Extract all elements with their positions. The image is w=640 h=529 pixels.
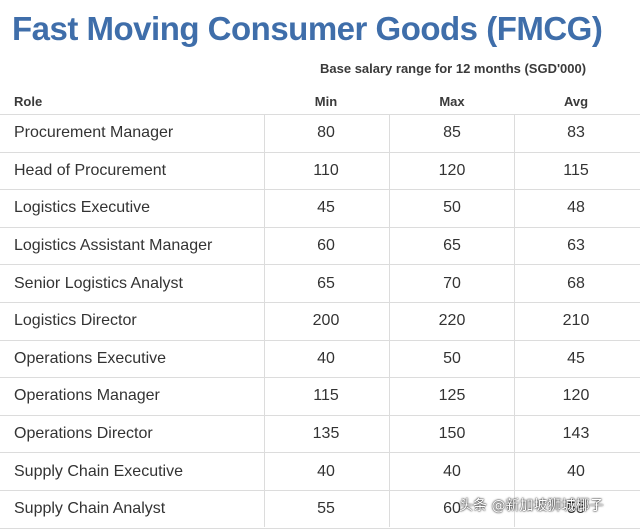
max-cell: 60	[443, 500, 461, 518]
max-cell: 85	[443, 124, 461, 142]
max-cell: 120	[438, 161, 466, 179]
role-cell: Logistics Director	[14, 312, 137, 330]
salary-table: Role Min Max Avg Procurement Manager 80 85…	[0, 84, 640, 529]
table-row: Senior Logistics Analyst 65 70 68	[0, 265, 640, 303]
column-divider	[514, 115, 515, 527]
table-header-row: Role Min Max Avg	[0, 84, 640, 115]
min-cell: 60	[317, 237, 335, 255]
max-cell: 50	[443, 199, 461, 217]
watermark: 头条 @新加坡狮城椰子	[459, 498, 604, 514]
table-row: Operations Director 135 150 143	[0, 416, 640, 454]
avg-cell: 83	[567, 124, 585, 142]
role-cell: Head of Procurement	[14, 161, 167, 179]
role-cell: Operations Director	[14, 425, 153, 443]
avg-cell: 210	[562, 312, 590, 330]
table-body: Procurement Manager 80 85 83 Head of Procure…	[0, 115, 640, 529]
max-cell: 150	[438, 425, 466, 443]
avg-cell: 45	[567, 349, 585, 367]
min-cell: 80	[317, 124, 335, 142]
role-cell: Logistics Executive	[14, 199, 151, 217]
avg-cell: 63	[567, 237, 585, 255]
avg-cell: 48	[567, 199, 585, 217]
page-title: Fast Moving Consumer Goods (FMCG)	[12, 10, 603, 47]
max-cell: 65	[443, 237, 461, 255]
role-cell: Operations Executive	[14, 349, 167, 367]
role-cell: Procurement Manager	[14, 124, 174, 142]
column-divider	[389, 115, 390, 527]
role-cell: Supply Chain Executive	[14, 462, 183, 480]
min-cell: 45	[317, 199, 335, 217]
salary-range-subtitle: Base salary range for 12 months (SGD'000…	[320, 61, 587, 76]
max-cell: 70	[443, 274, 461, 292]
min-cell: 110	[313, 161, 339, 179]
header-min: Min	[314, 93, 338, 109]
min-cell: 115	[313, 387, 339, 405]
role-cell: Supply Chain Analyst	[14, 500, 166, 518]
max-cell: 125	[438, 387, 466, 405]
table-row: Operations Executive 40 50 45	[0, 341, 640, 379]
max-cell: 50	[443, 349, 461, 367]
column-divider	[264, 115, 265, 527]
table-row: Logistics Director 200 220 210	[0, 303, 640, 341]
avg-cell: 58	[567, 500, 585, 518]
role-cell: Operations Manager	[14, 387, 160, 405]
avg-cell: 40	[567, 462, 585, 480]
avg-cell: 68	[567, 274, 585, 292]
min-cell: 40	[317, 462, 335, 480]
min-cell: 40	[317, 349, 335, 367]
min-cell: 65	[317, 274, 335, 292]
header-role: Role	[14, 93, 43, 109]
table-row: Procurement Manager 80 85 83	[0, 115, 640, 153]
min-cell: 200	[312, 312, 340, 330]
table-row: Head of Procurement 110 120 115	[0, 153, 640, 191]
role-cell: Senior Logistics Analyst	[14, 274, 183, 292]
header-avg: Avg	[563, 93, 589, 109]
avg-cell: 115	[563, 161, 589, 179]
avg-cell: 120	[562, 387, 590, 405]
max-cell: 40	[443, 462, 461, 480]
min-cell: 55	[317, 500, 335, 518]
min-cell: 135	[312, 425, 340, 443]
max-cell: 220	[438, 312, 466, 330]
role-cell: Logistics Assistant Manager	[14, 237, 213, 255]
table-row: Logistics Assistant Manager 60 65 63	[0, 228, 640, 266]
avg-cell: 143	[562, 425, 590, 443]
table-row: Operations Manager 115 125 120	[0, 378, 640, 416]
table-row: Logistics Executive 45 50 48	[0, 190, 640, 228]
table-row: Supply Chain Executive 40 40 40	[0, 453, 640, 491]
header-max: Max	[439, 93, 465, 109]
